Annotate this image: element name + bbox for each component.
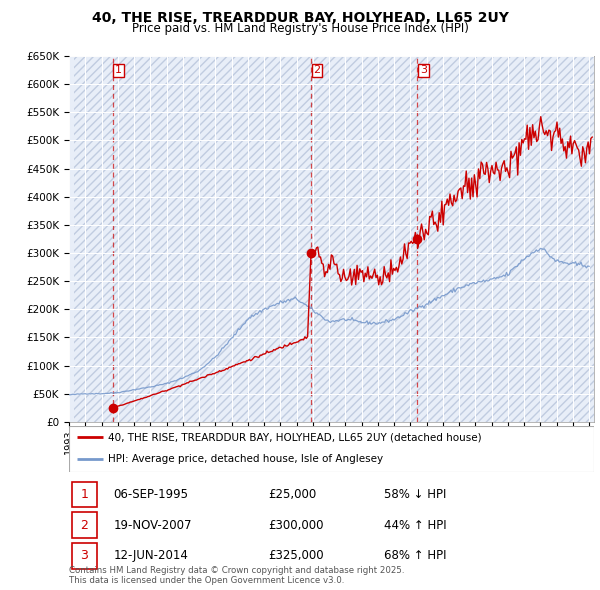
Text: 3: 3 [420,65,427,75]
Text: 40, THE RISE, TREARDDUR BAY, HOLYHEAD, LL65 2UY (detached house): 40, THE RISE, TREARDDUR BAY, HOLYHEAD, L… [109,432,482,442]
Text: 19-NOV-2007: 19-NOV-2007 [113,519,192,532]
Text: 40, THE RISE, TREARDDUR BAY, HOLYHEAD, LL65 2UY: 40, THE RISE, TREARDDUR BAY, HOLYHEAD, L… [92,11,508,25]
Text: 2: 2 [313,65,320,75]
FancyBboxPatch shape [71,481,97,507]
Text: HPI: Average price, detached house, Isle of Anglesey: HPI: Average price, detached house, Isle… [109,454,383,464]
FancyBboxPatch shape [71,543,97,569]
Text: 06-SEP-1995: 06-SEP-1995 [113,488,188,501]
Text: 12-JUN-2014: 12-JUN-2014 [113,549,188,562]
Text: £25,000: £25,000 [269,488,317,501]
Text: 58% ↓ HPI: 58% ↓ HPI [384,488,446,501]
FancyBboxPatch shape [69,426,594,472]
Text: 1: 1 [115,65,122,75]
Text: Price paid vs. HM Land Registry's House Price Index (HPI): Price paid vs. HM Land Registry's House … [131,22,469,35]
FancyBboxPatch shape [71,512,97,538]
Text: 3: 3 [80,549,88,562]
Text: 44% ↑ HPI: 44% ↑ HPI [384,519,446,532]
Text: 68% ↑ HPI: 68% ↑ HPI [384,549,446,562]
Text: £325,000: £325,000 [269,549,324,562]
Text: 2: 2 [80,519,88,532]
Text: Contains HM Land Registry data © Crown copyright and database right 2025.
This d: Contains HM Land Registry data © Crown c… [69,566,404,585]
Text: 1: 1 [80,488,88,501]
Text: £300,000: £300,000 [269,519,324,532]
